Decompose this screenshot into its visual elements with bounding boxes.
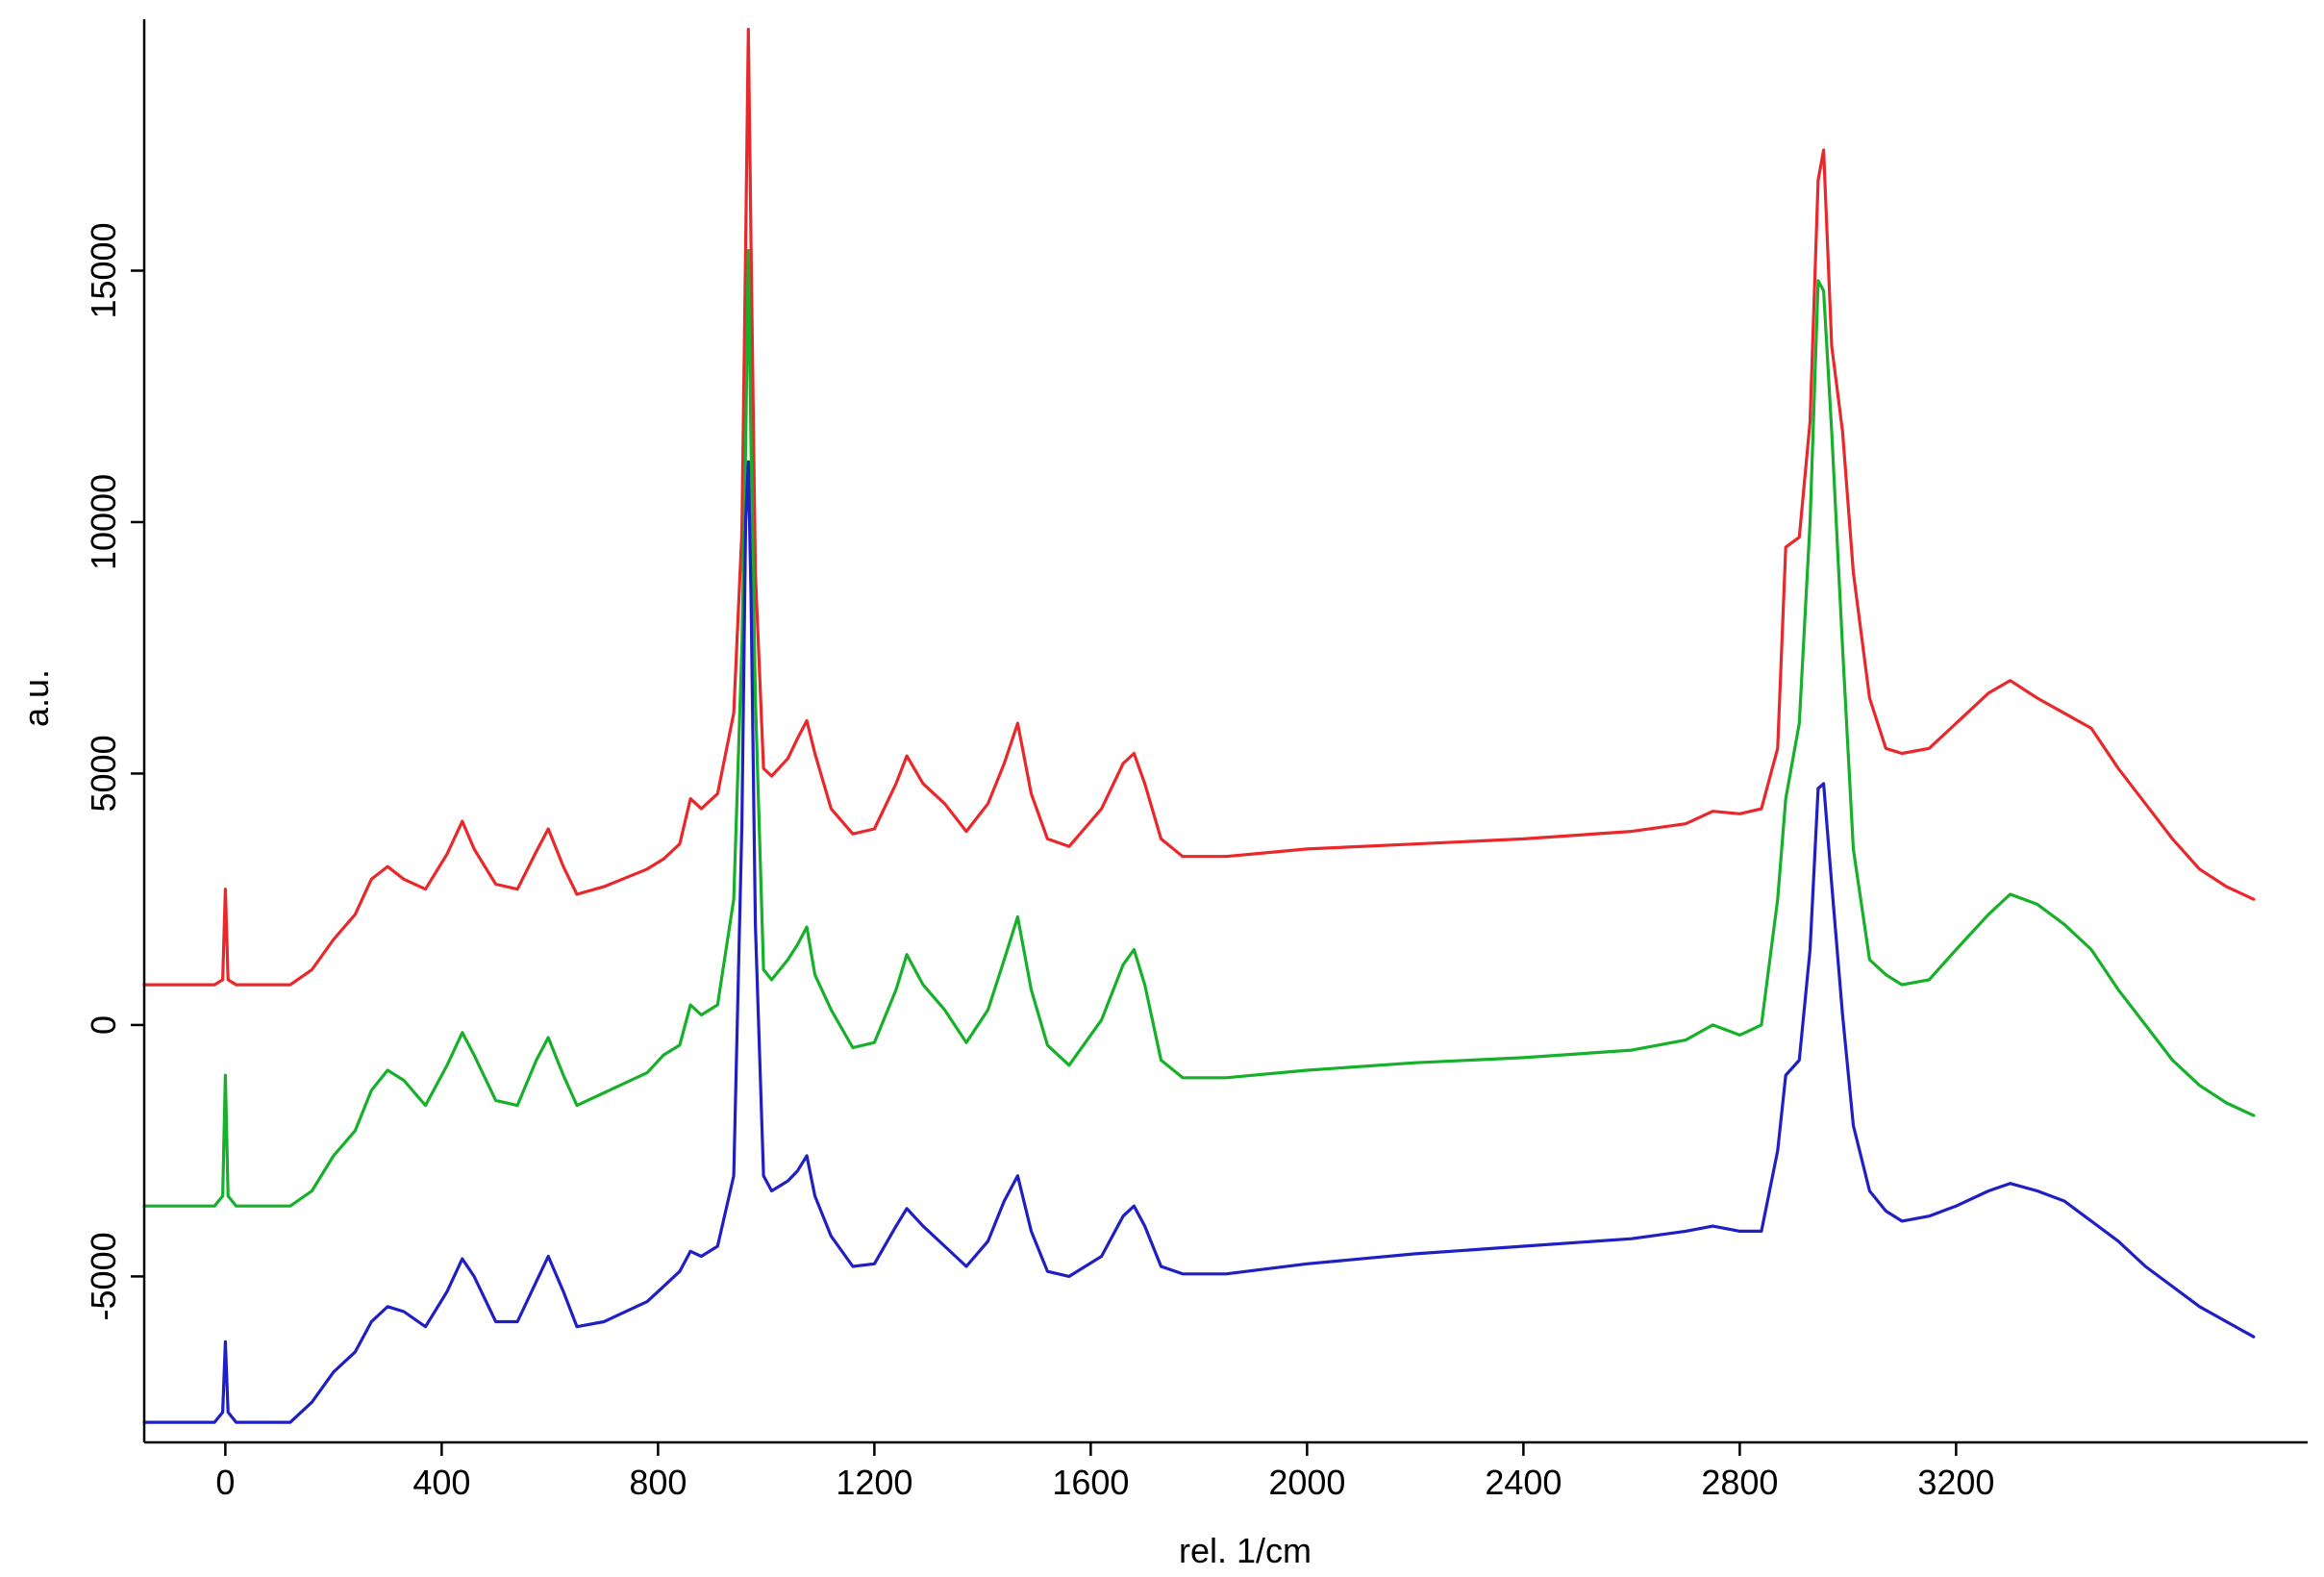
y-tick-label: 10000 bbox=[84, 474, 123, 570]
y-tick-label: 5000 bbox=[84, 735, 123, 812]
x-tick-label: 2000 bbox=[1268, 1463, 1345, 1502]
x-tick-label: 800 bbox=[629, 1463, 687, 1502]
y-tick-label: 15000 bbox=[84, 222, 123, 318]
x-tick-label: 1200 bbox=[836, 1463, 912, 1502]
x-axis-ticks: 0 400 800 1200 1600 2000 2400 2800 3200 bbox=[215, 1442, 1994, 1502]
y-axis-ticks: -5000 0 5000 10000 15000 bbox=[84, 222, 144, 1320]
x-tick-label: 1600 bbox=[1052, 1463, 1129, 1502]
series-layer bbox=[142, 27, 2256, 1424]
y-tick-label: -5000 bbox=[84, 1232, 123, 1320]
spectrum-line-2 bbox=[142, 249, 2256, 1208]
y-tick-label: 0 bbox=[84, 1015, 123, 1035]
x-tick-label: 2800 bbox=[1701, 1463, 1778, 1502]
y-axis-title: a.u. bbox=[16, 669, 56, 727]
x-tick-label: 400 bbox=[412, 1463, 470, 1502]
x-tick-label: 3200 bbox=[1917, 1463, 1994, 1502]
x-tick-label: 2400 bbox=[1485, 1463, 1562, 1502]
spectrum-line-1 bbox=[142, 27, 2256, 987]
x-tick-label: 0 bbox=[215, 1463, 235, 1502]
spectrum-line-3 bbox=[142, 460, 2256, 1424]
x-axis-title: rel. 1/cm bbox=[1179, 1531, 1312, 1570]
